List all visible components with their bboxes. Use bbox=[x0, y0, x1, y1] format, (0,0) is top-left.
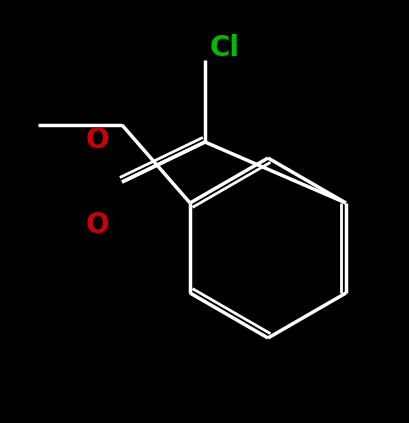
Text: O: O bbox=[85, 126, 109, 154]
Text: Cl: Cl bbox=[210, 34, 240, 62]
Text: O: O bbox=[85, 211, 109, 239]
